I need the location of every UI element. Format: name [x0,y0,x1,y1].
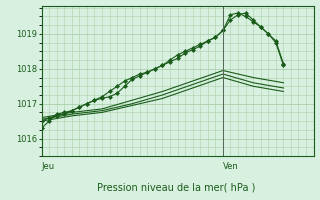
Text: Ven: Ven [223,162,239,171]
Text: Pression niveau de la mer( hPa ): Pression niveau de la mer( hPa ) [97,182,255,192]
Text: Jeu: Jeu [42,162,55,171]
